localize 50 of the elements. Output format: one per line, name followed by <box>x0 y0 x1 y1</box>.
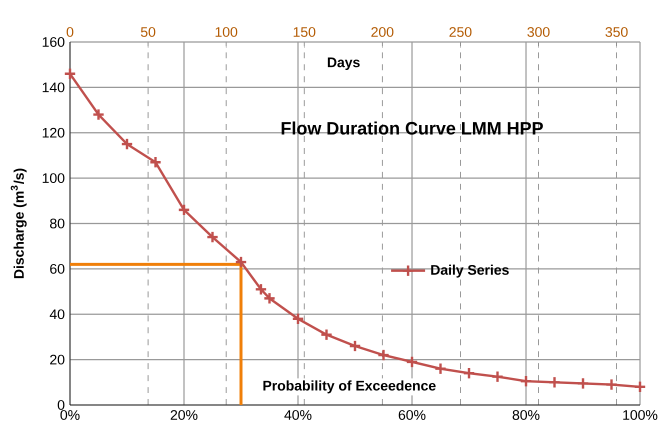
point <box>64 67 76 80</box>
x-tick-label: 100% <box>623 410 658 420</box>
x2-tick-label: 100 <box>216 27 238 37</box>
y-tick-label: 0 <box>58 400 64 410</box>
point <box>576 377 590 390</box>
x-tick-label: 40% <box>284 410 312 420</box>
point <box>320 328 333 342</box>
x2-tick-label: 250 <box>449 27 472 37</box>
point <box>149 156 162 169</box>
point <box>348 340 362 352</box>
point <box>178 204 190 216</box>
y-tick-label: 20 <box>50 354 64 365</box>
x2-tick-label: 200 <box>371 27 394 37</box>
x-tick-label: 60% <box>398 410 426 420</box>
point <box>234 256 248 268</box>
point <box>206 230 219 244</box>
legend-label: Daily Series <box>431 264 509 278</box>
x2-tick-label: 0 <box>66 27 74 37</box>
point <box>254 282 268 296</box>
point <box>462 366 476 380</box>
text: Flow Duration Curve LMM HPP <box>282 121 543 135</box>
x-tick-label: 20% <box>170 410 198 420</box>
x-axis-title: Probability of Exceedence <box>263 380 436 394</box>
point <box>120 138 134 150</box>
x2-tick-label: 50 <box>140 27 156 37</box>
point <box>548 376 561 389</box>
point <box>491 370 504 384</box>
point <box>434 362 447 376</box>
point <box>292 312 304 326</box>
point <box>263 292 276 305</box>
y-tick-label: 40 <box>50 309 64 320</box>
x-tick-label: 80% <box>512 410 540 420</box>
point <box>520 374 532 388</box>
point <box>377 348 390 362</box>
y-tick-label: 160 <box>42 37 64 47</box>
y-tick-label: 140 <box>42 82 64 92</box>
y-tick-label: 100 <box>42 173 64 184</box>
point <box>634 380 646 394</box>
point <box>605 378 618 391</box>
point <box>406 356 418 368</box>
y-tick-label: 80 <box>50 218 64 228</box>
y-axis-title: Discharge (m$^{3}$/s) <box>10 168 27 278</box>
x2-axis-title: Days <box>328 58 360 70</box>
x2-tick-label: 150 <box>294 27 316 37</box>
y-tick-label: 120 <box>42 128 64 138</box>
x2-tick-label: 350 <box>605 27 628 37</box>
y-tick-label: 60 <box>50 264 64 274</box>
point <box>92 108 105 121</box>
x-tick-label: 0% <box>60 410 80 420</box>
x2-tick-label: 300 <box>527 27 550 37</box>
